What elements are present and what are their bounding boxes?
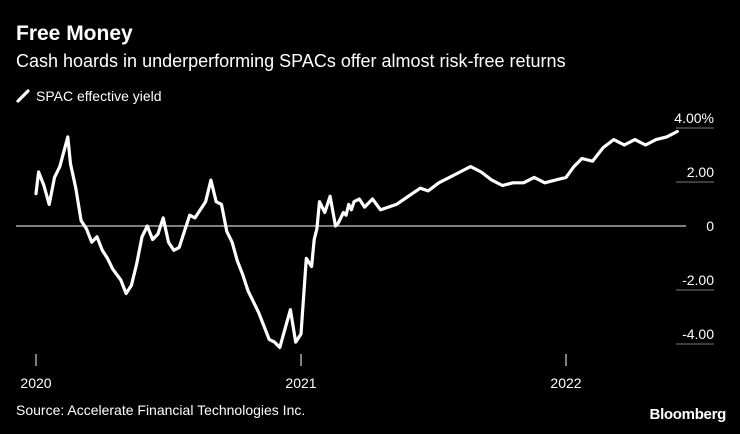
bloomberg-logo: Bloomberg [649, 406, 727, 423]
y-tick-label: 0 [706, 218, 714, 234]
x-tick-label: 2021 [285, 375, 316, 391]
y-tick-label: 2.00 [687, 164, 714, 180]
y-tick-label: -4.00 [682, 326, 714, 342]
x-axis: 2020 2021 2022 [20, 354, 582, 391]
legend-line-icon [16, 89, 30, 103]
legend-label: SPAC effective yield [36, 88, 162, 104]
y-tick-label: 4.00% [674, 110, 714, 126]
y-axis-labels: 4.00% 2.00 0 -2.00 -4.00 [674, 110, 714, 342]
chart-subtitle: Cash hoards in underperforming SPACs off… [16, 51, 566, 71]
y-gridlines [676, 127, 714, 345]
source-note: Source: Accelerate Financial Technologie… [16, 402, 306, 418]
series-line-spac-effective-yield [34, 129, 679, 350]
legend: SPAC effective yield [16, 88, 162, 104]
y-tick-label: -2.00 [682, 272, 714, 288]
x-tick-label: 2020 [20, 375, 51, 391]
chart-title: Free Money [16, 22, 133, 45]
x-tick-label: 2022 [550, 375, 581, 391]
